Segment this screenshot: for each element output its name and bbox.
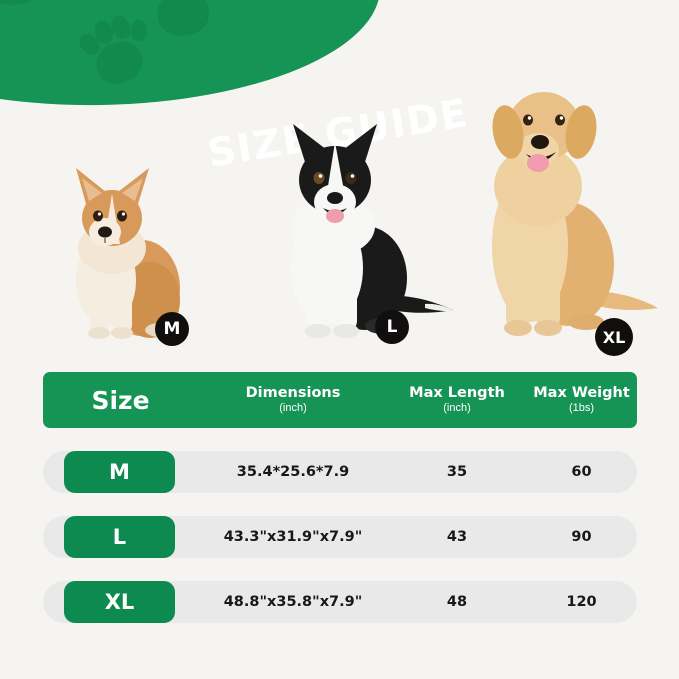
dog-figure-golden-retriever: XL [478, 68, 663, 356]
cell-max-weight: 90 [571, 529, 592, 545]
cell-max-weight: 120 [566, 594, 597, 610]
dog-figure-border-collie: L [265, 118, 460, 344]
cell-size: XL [43, 581, 198, 623]
cell-max-length: 48 [446, 594, 468, 610]
table-row: M 35.4*25.6*7.9 35 60 [43, 451, 637, 493]
table-row: XL 48.8"x35.8"x7.9" 48 120 [43, 581, 637, 623]
size-chip-m: M [64, 451, 175, 493]
cell-max-length: 35 [446, 464, 468, 480]
table-header-row: Size Dimensions (inch) Max Length (inch)… [43, 372, 637, 428]
cell-max-weight: 60 [571, 464, 592, 480]
header-label-max-weight: Max Weight [533, 384, 630, 401]
cell-dimensions: 43.3"x31.9"x7.9" [223, 529, 363, 545]
header-label-max-length: Max Length [409, 384, 505, 401]
dog-illustrations: M [50, 68, 663, 356]
size-chip-l: L [64, 516, 175, 558]
cell-max-length: 43 [446, 529, 468, 545]
header-cell-max-length: Max Length (inch) [388, 385, 526, 416]
size-badge-m: M [155, 312, 189, 346]
header-label-dimensions: Dimensions [245, 384, 341, 401]
size-badge-xl: XL [595, 318, 633, 356]
header-cell-dimensions: Dimensions (inch) [198, 385, 388, 416]
size-badge-l: L [375, 310, 409, 344]
cell-size: L [43, 516, 198, 558]
header-label-size: Size [91, 385, 150, 415]
header-unit-dimensions: (inch) [279, 402, 307, 415]
size-chart-table: Size Dimensions (inch) Max Length (inch)… [43, 372, 637, 623]
cell-dimensions: 35.4*25.6*7.9 [236, 464, 350, 480]
header-unit-max-weight: (1bs) [568, 402, 595, 415]
table-row: L 43.3"x31.9"x7.9" 43 90 [43, 516, 637, 558]
dog-figure-corgi: M [50, 160, 200, 346]
header-cell-max-weight: Max Weight (1bs) [526, 385, 637, 416]
cell-size: M [43, 451, 198, 493]
cell-dimensions: 48.8"x35.8"x7.9" [223, 594, 363, 610]
header-cell-size: Size [43, 386, 198, 415]
size-chip-xl: XL [64, 581, 175, 623]
header-unit-max-length: (inch) [443, 402, 471, 415]
